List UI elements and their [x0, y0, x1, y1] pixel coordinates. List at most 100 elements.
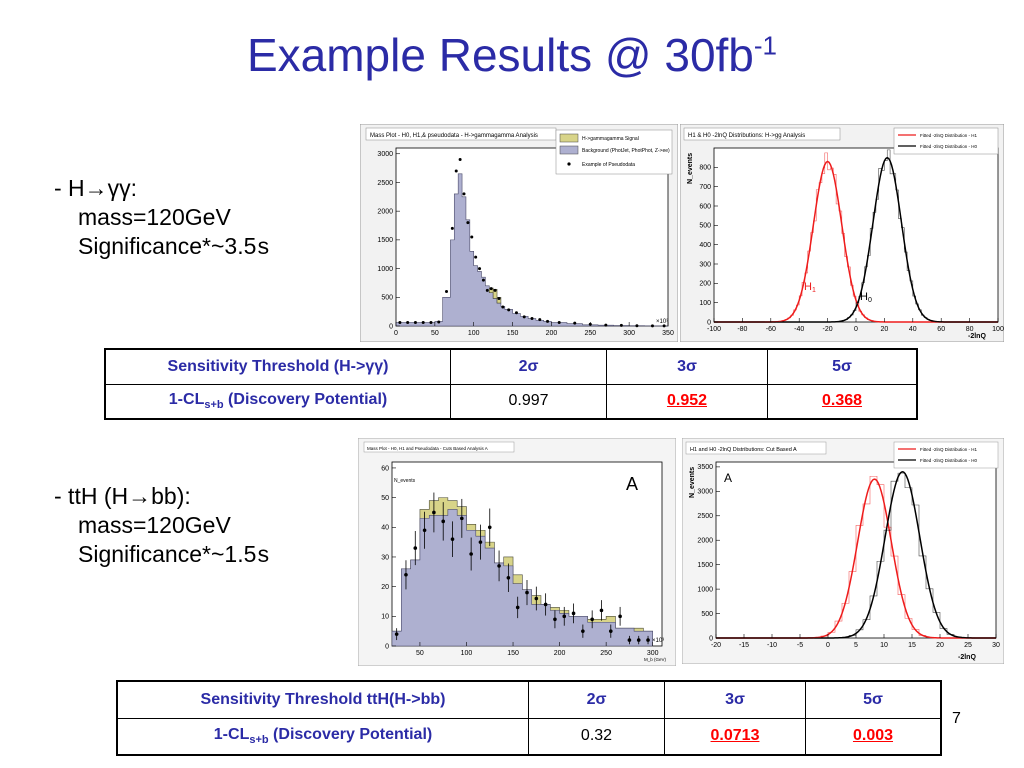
pseudodata-point [441, 519, 446, 524]
pseudodata-point [515, 605, 520, 610]
pseudodata-point [432, 510, 436, 515]
pseudodata-point [478, 267, 482, 271]
y-tick-label: 2000 [697, 538, 713, 545]
x-tick-label: 10 [880, 642, 888, 649]
y-ticks: 0 500 1000 1500 2000 2500 3000 3500 [697, 464, 720, 642]
pseudodata-point [421, 321, 425, 325]
y-tick-label: 50 [381, 495, 389, 502]
pseudodata-point [445, 290, 449, 294]
pseudodata-point [450, 226, 454, 230]
h0-histogram [716, 472, 996, 639]
x-axis-label: -2lnQ [968, 333, 986, 340]
col-5sigma: 5σ [805, 680, 942, 719]
x-tick-label: 80 [966, 326, 974, 333]
value-5sigma: 0.003 [805, 717, 942, 756]
pseudodata-point [404, 572, 408, 577]
pseudodata-point [507, 308, 511, 312]
section-hgg: - H→γγ: mass=120GeV Significance*~3.5s [54, 174, 270, 263]
x-axis-label: -2lnQ [958, 654, 976, 661]
x-multiplier-label: ×10³ [656, 319, 668, 325]
plot-area [713, 147, 999, 323]
pseudodata-point [627, 638, 632, 642]
legend [893, 441, 999, 469]
x-tick-label: -15 [739, 642, 749, 649]
chart-title-box [363, 441, 515, 453]
pseudodata-point [608, 629, 613, 633]
chart-title-box [683, 127, 841, 141]
slide-title: Example Results @ 30fb-1 [246, 29, 778, 81]
pseudodata-point [546, 319, 550, 323]
x-tick-label: 150 [507, 330, 519, 337]
x-tick-label: 100 [461, 650, 473, 657]
col-2sigma: 2σ [450, 348, 607, 385]
table-header: Sensitivity Threshold ttH(H->bb) [116, 680, 529, 719]
y-tick-label: 400 [699, 242, 711, 249]
x-tick-label: -80 [737, 326, 747, 333]
pseudodata-point [562, 614, 567, 619]
pseudodata-point [604, 323, 608, 327]
pseudodata-point [493, 288, 497, 292]
mass-plot-hgg: Mass Plot - H0, H1,& pseudodata - H->gam… [360, 124, 678, 342]
x-tick-label: -40 [794, 326, 804, 333]
pseudodata-point [636, 638, 641, 642]
pseudodata-point [474, 255, 478, 259]
section-tth-mass: mass=120GeV [78, 512, 231, 538]
col-5sigma: 5σ [767, 348, 918, 385]
x-tick-label: 350 [662, 330, 674, 337]
x-tick-label: 100 [468, 330, 480, 337]
mass-plot-tth: Mass Plot - H0, H1 and Pseudodata - Cuts… [358, 438, 676, 666]
pseudodata-point [489, 287, 493, 291]
x-tick-label: 50 [416, 650, 424, 657]
lnq-plot-hgg: H1 & H0 -2lnQ Distributions: H->gg Analy… [680, 124, 1004, 342]
value-3sigma: 0.952 [606, 383, 768, 420]
x-tick-label: 40 [909, 326, 917, 333]
pseudodata-point [481, 278, 485, 282]
pseudodata-point [394, 632, 399, 636]
plot-area [395, 147, 669, 327]
legend-h0: Fitted -2lnQ Distribution - H0 [920, 144, 978, 149]
pseudodata-point [413, 321, 417, 325]
section-tth: - ttH (H→bb): mass=120GeV Significance*~… [54, 482, 270, 571]
x-tick-label: 300 [647, 650, 659, 657]
table-hgg: Sensitivity Threshold (H->γγ) 2σ 3σ 5σ 1… [104, 348, 918, 420]
pseudodata-point [650, 324, 654, 328]
y-tick-label: 2000 [377, 208, 393, 215]
x-multiplier-label: ×10³ [652, 638, 664, 644]
background-histogram [391, 509, 653, 647]
y-tick-label: 20 [381, 584, 389, 591]
pseudodata-point [454, 169, 458, 173]
y-tick-label: 0 [389, 323, 393, 330]
y-tick-label: 300 [699, 261, 711, 268]
y-tick-label: 700 [699, 184, 711, 191]
y-tick-label: 0 [707, 319, 711, 326]
pseudodata-point [450, 537, 455, 541]
pseudodata-point [538, 318, 542, 322]
y-tick-label: 3000 [377, 151, 393, 158]
x-axis-label: M_b (GeV) [644, 657, 667, 662]
chart-title: H1 and H0 -2lnQ Distributions: Cut Based… [690, 447, 797, 453]
y-tick-label: 800 [699, 165, 711, 172]
pseudodata-points [394, 492, 650, 645]
y-tick-label: 500 [699, 223, 711, 230]
x-ticks: 50 100 150 200 250 300 [416, 642, 659, 657]
y-ticks: 0 10 20 30 40 50 60 [381, 465, 396, 650]
pseudodata-point [662, 324, 666, 328]
pseudodata-point [646, 638, 650, 642]
pseudodata-point [437, 320, 441, 324]
y-axis-label: N_events [687, 153, 694, 184]
pseudodata-point [522, 315, 526, 319]
y-ticks: 0 500 1000 1500 2000 2500 3000 [377, 151, 400, 330]
pseudodata-point [534, 596, 539, 601]
pseudodata-point [469, 552, 473, 556]
x-tick-label: 60 [937, 326, 945, 333]
y-tick-label: 600 [699, 203, 711, 210]
y-tick-label: 1500 [697, 562, 713, 569]
x-tick-label: 0 [394, 330, 398, 337]
x-ticks: -20 -15 -10 -5 0 5 10 15 20 25 30 [711, 634, 1000, 649]
pseudodata-point [487, 525, 492, 530]
value-3sigma: 0.0713 [664, 717, 806, 756]
y-axis-label: N_events [689, 467, 696, 498]
legend-background: Background (PhotJet, PhotPhot, Z->ee) [582, 148, 670, 154]
pseudodata-point [466, 221, 470, 225]
y-tick-label: 2500 [377, 180, 393, 187]
